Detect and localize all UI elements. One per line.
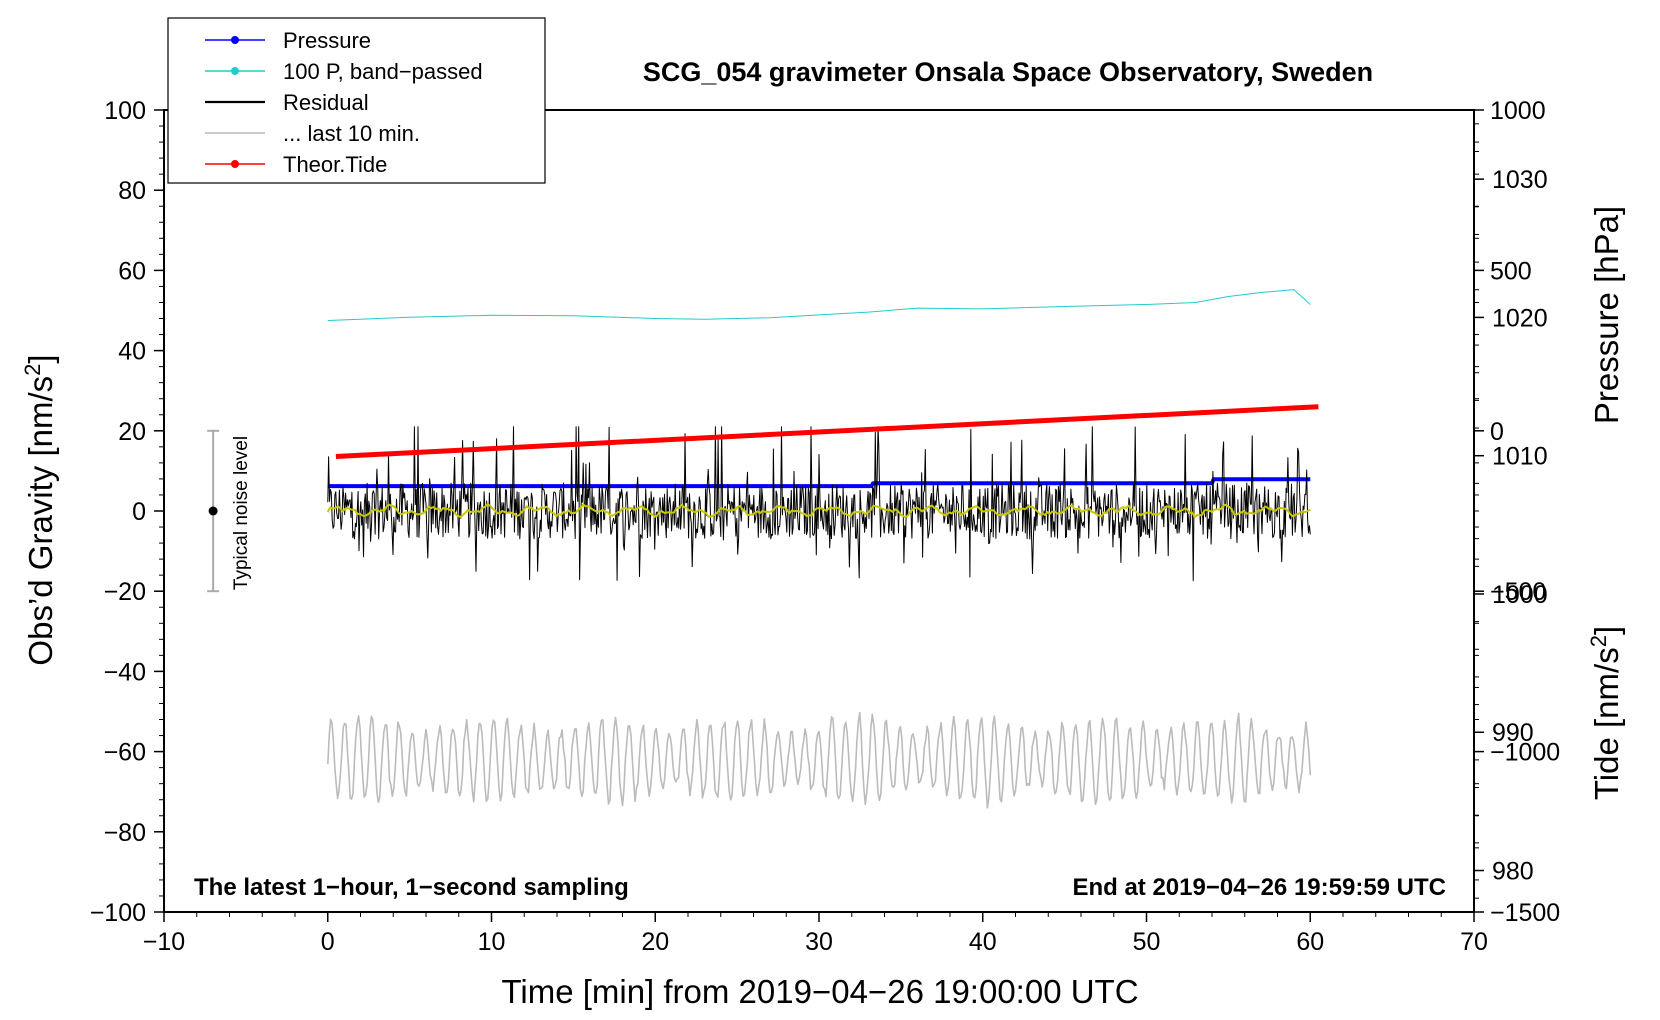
x-tick-label: 20 [641,928,669,956]
legend-label-last-10-min: ... last 10 min. [283,121,420,146]
noise-center-dot [208,506,218,516]
y-left-tick-label: 100 [104,97,146,125]
series-100-p-band-passed [327,289,1311,321]
pressure-tick-label: 1010 [1492,443,1548,471]
legend-marker-pressure [231,36,239,44]
x-tick-label: 50 [1133,928,1161,956]
pressure-tick-label: 990 [1492,719,1534,747]
pressure-tick-label: 1000 [1492,581,1548,609]
legend-marker-100-p-band-passed [231,67,239,75]
tide-tick-label: −1000 [1490,739,1560,767]
y-left-tick-label: 80 [118,177,146,205]
series--last-10-min- [327,711,1312,809]
x-tick-label: 0 [321,928,335,956]
annotation-right: End at 2019−04−26 19:59:59 UTC [1072,874,1446,901]
x-axis-label: Time [min] from 2019−04−26 19:00:00 UTC [501,973,1138,1010]
y-left-tick-label: 20 [118,418,146,446]
x-tick-label: 70 [1460,928,1488,956]
y-left-tick-label: −80 [104,819,146,847]
y-left-tick-label: −20 [104,578,146,606]
y-left-tick-label: 40 [118,338,146,366]
annotation-left: The latest 1−hour, 1−second sampling [194,874,629,901]
y-left-tick-label: −60 [104,739,146,767]
y-left-tick-label: −40 [104,658,146,686]
x-tick-label: −10 [143,928,185,956]
pressure-tick-label: 980 [1492,858,1534,886]
legend-label-residual: Residual [283,90,369,115]
legend-label-theor-tide: Theor.Tide [283,152,387,177]
pressure-tick-label: 1030 [1492,166,1548,194]
y-axis-label-tide: Tide [nm/s2] [1586,626,1625,800]
tide-tick-label: 500 [1490,257,1532,285]
tide-tick-label: 1000 [1490,97,1546,125]
tide-tick-label: −1500 [1490,899,1560,927]
noise-level-marker [207,429,220,593]
series-residual [327,426,1311,582]
y-left-tick-label: −100 [90,899,146,927]
series-theor-tide [335,404,1319,459]
legend-label-100-p-band-passed: 100 P, band−passed [283,59,483,84]
y-axis-label-left: Obs’d Gravity [nm/s2] [20,354,59,665]
legend: Pressure 100 P, band−passed Residual ... la… [167,17,546,184]
x-tick-label: 30 [805,928,833,956]
x-tick-label: 10 [478,928,506,956]
pressure-tick-label: 1020 [1492,304,1548,332]
legend-label-pressure: Pressure [283,28,371,53]
legend-box [167,17,546,184]
chart-title: SCG_054 gravimeter Onsala Space Observat… [643,57,1373,87]
x-tick-label: 40 [969,928,997,956]
y-left-tick-label: 0 [132,498,146,526]
y-left-tick-label: 60 [118,257,146,285]
legend-marker-theor-tide [231,160,239,168]
y-axis-label-pressure: Pressure [hPa] [1588,206,1625,424]
series-residual-mean [326,503,1311,519]
tide-tick-label: −500 [1490,578,1546,606]
noise-level-label: Typical noise level [231,436,252,590]
x-tick-label: 60 [1296,928,1324,956]
tide-tick-label: 0 [1490,418,1504,446]
